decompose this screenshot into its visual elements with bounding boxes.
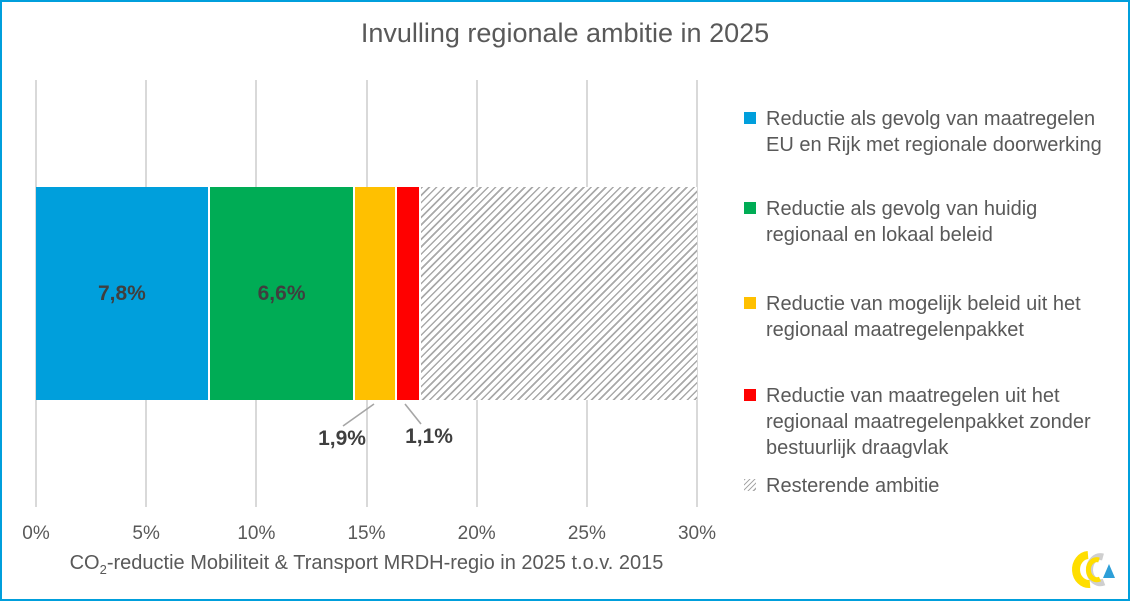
legend-item-3[interactable]: Reductie van mogelijk beleid uit het reg… (744, 291, 1118, 343)
x-axis-ticks: 0% 5% 10% 15% 20% 25% 30% (22, 523, 716, 547)
x-tick-label: 15% (347, 523, 386, 544)
legend-label: Reductie als gevolg van huidig regionaal… (766, 198, 1038, 246)
legend-marker-icon (744, 112, 756, 124)
legend-label: Reductie van maatregelen uit het regiona… (766, 385, 1091, 459)
x-axis-title-subscript: 2 (99, 562, 107, 577)
legend-item-2[interactable]: Reductie als gevolg van huidig regionaal… (744, 196, 1118, 248)
data-label: 6,6% (257, 281, 306, 305)
legend-marker-icon (744, 389, 756, 401)
chart-title: Invulling regionale ambitie in 2025 (360, 18, 770, 48)
legend-item-1[interactable]: Reductie als gevolg van maatregelen EU e… (744, 106, 1118, 158)
x-axis-title-rest: -reductie Mobiliteit & Transport MRDH-re… (106, 552, 664, 574)
x-tick-label: 25% (567, 523, 606, 544)
plot-area: 7,8% 6,6% 1,9% 1,1% 0% 5% 10% 15% 20% 25% 30% C… (22, 80, 716, 577)
callout-label-red: 1,1% (405, 425, 453, 448)
bar-segment-2: 6,6% (207, 187, 354, 400)
legend-marker-icon (744, 202, 756, 214)
stacked-bar: 7,8% 6,6% (36, 187, 697, 400)
x-tick-label: 5% (132, 523, 160, 544)
callout-label-yellow: 1,9% (318, 427, 366, 450)
legend-item-4[interactable]: Reductie van maatregelen uit het regiona… (744, 383, 1118, 461)
x-tick-label: 20% (457, 523, 496, 544)
x-tick-label: 0% (22, 523, 50, 544)
gridline (696, 80, 698, 507)
bar-segment-4 (395, 187, 420, 400)
x-tick-label: 10% (237, 523, 276, 544)
legend-item-5[interactable]: Resterende ambitie (744, 473, 1118, 499)
legend-label: Resterende ambitie (766, 475, 940, 497)
legend-marker-icon (744, 297, 756, 309)
x-axis-title: CO2-reductie Mobiliteit & Transport MRDH… (36, 552, 697, 577)
legend-label: Reductie van mogelijk beleid uit het reg… (766, 293, 1081, 341)
legend-label: Reductie als gevolg van maatregelen EU e… (766, 108, 1102, 156)
legend-marker-icon (744, 479, 756, 491)
mrdh-logo-icon (1072, 551, 1115, 589)
x-tick-label: 30% (677, 523, 717, 544)
bar-segment-3 (353, 187, 396, 400)
bar-segment-5 (419, 187, 697, 400)
bar-segment-1: 7,8% (36, 187, 208, 400)
legend: Reductie als gevolg van maatregelen EU e… (744, 2, 1120, 562)
data-label: 7,8% (97, 281, 146, 305)
x-axis-title-prefix: CO (69, 552, 100, 574)
